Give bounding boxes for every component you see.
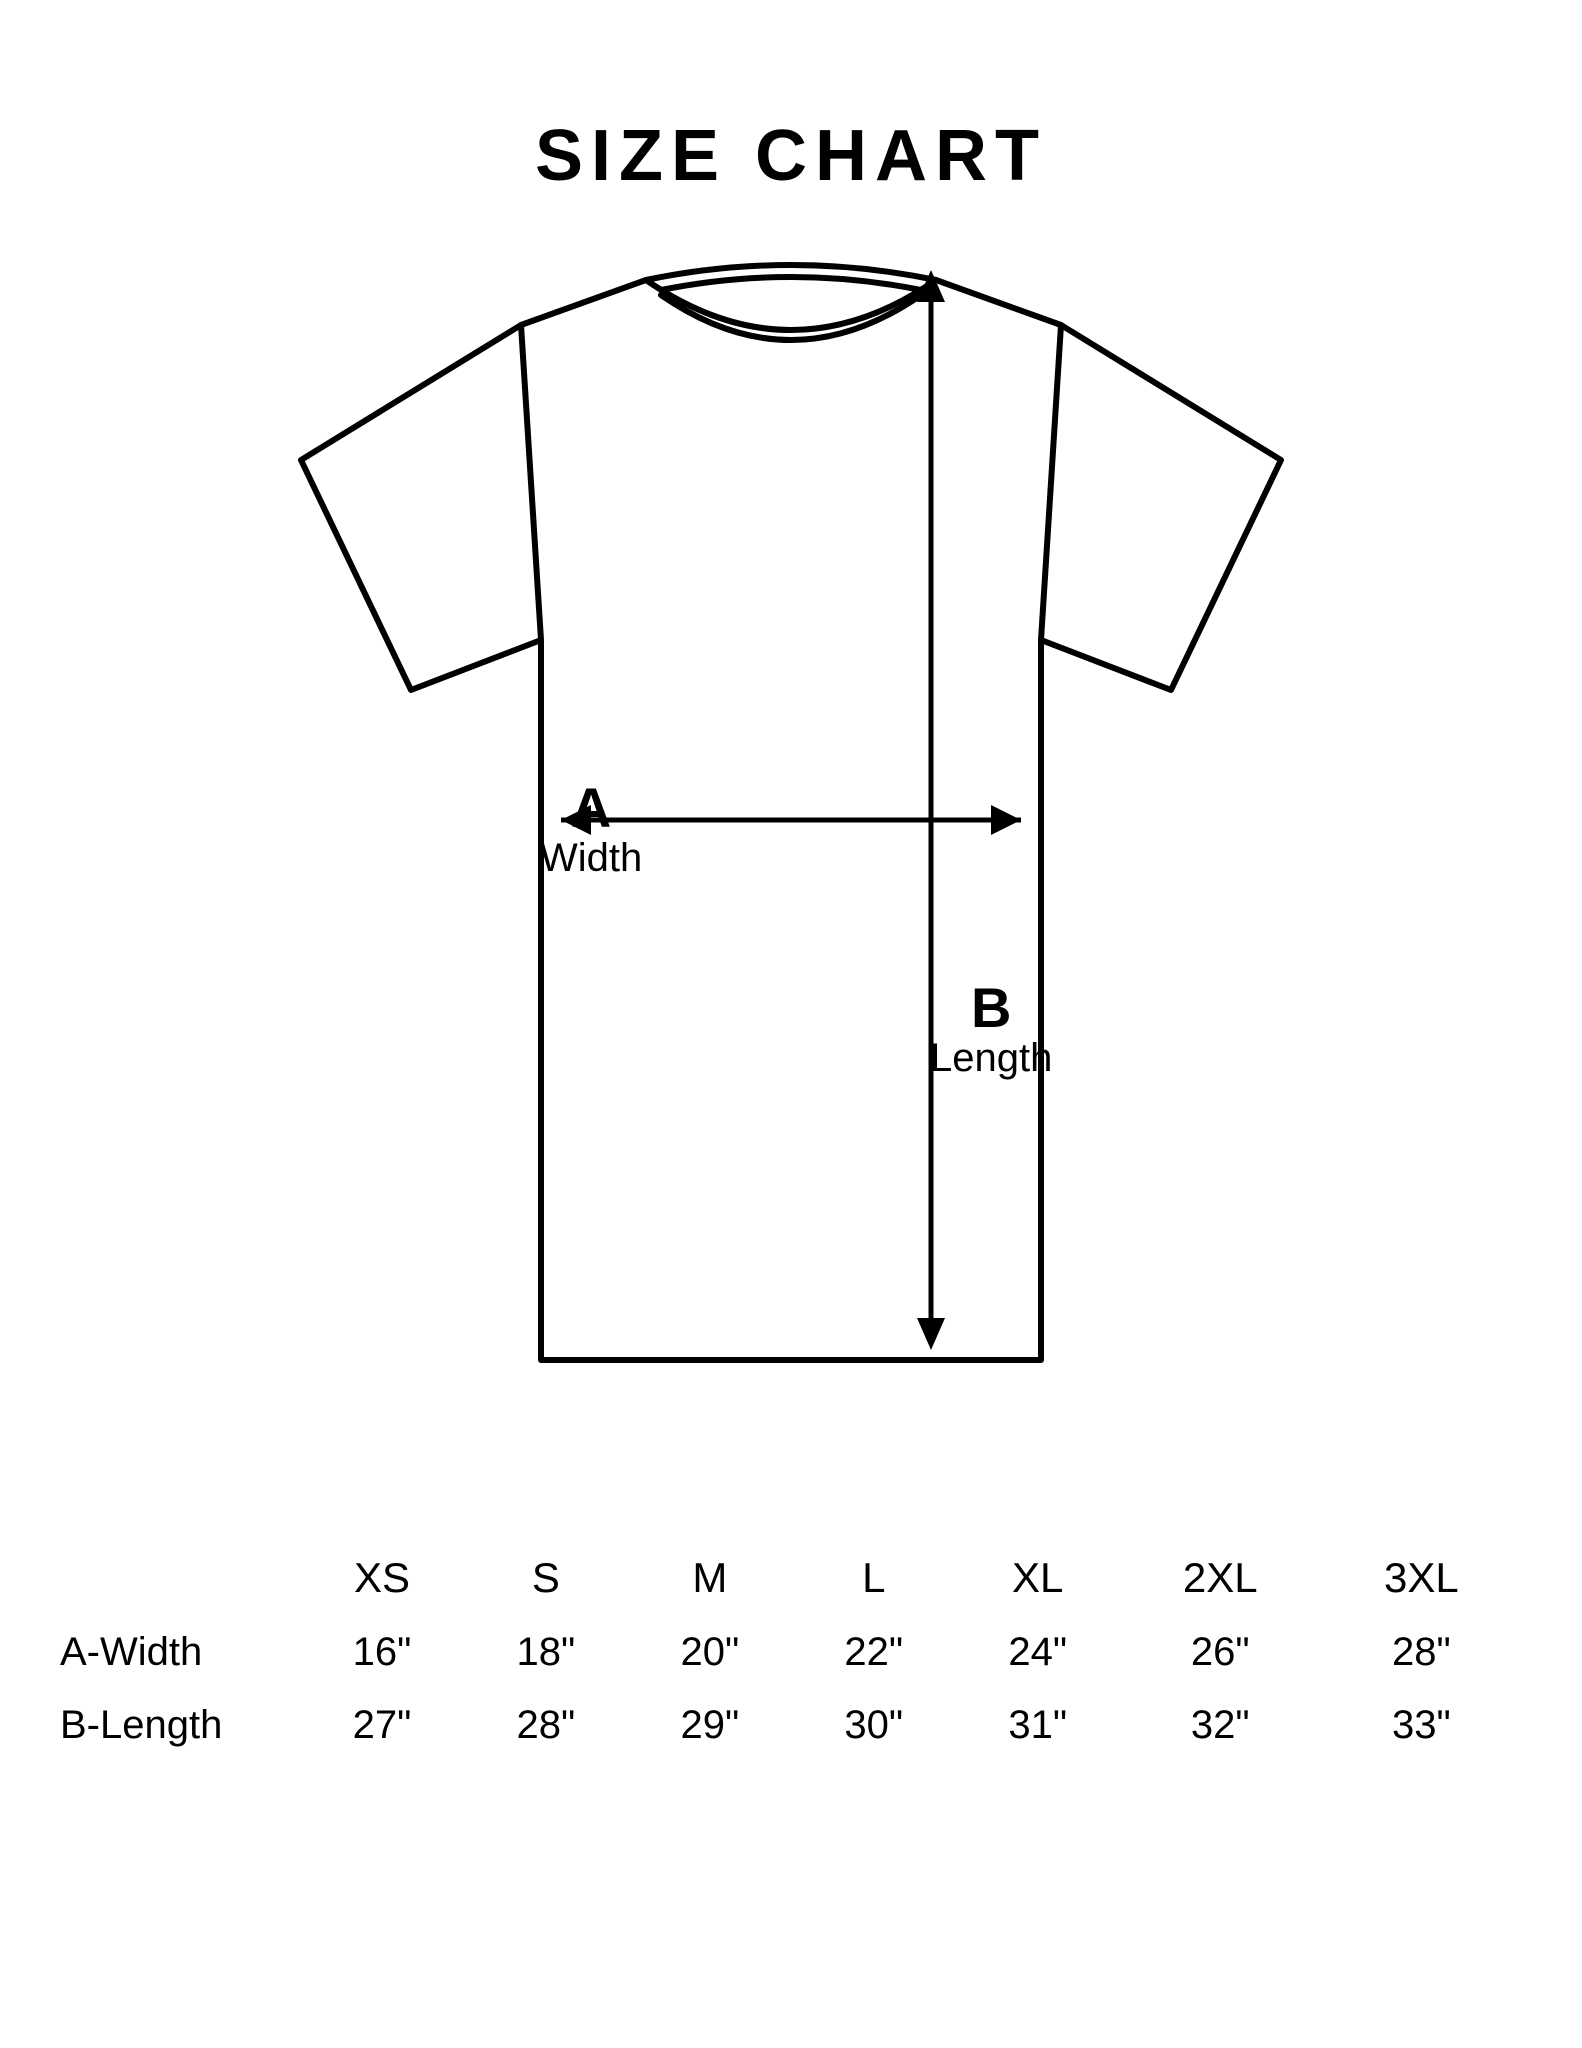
table-header-row: XS S M L XL 2XL 3XL: [60, 1540, 1522, 1616]
table-cell: 22": [792, 1616, 956, 1689]
table-row: A-Width 16" 18" 20" 22" 24" 26" 28": [60, 1616, 1522, 1689]
dimension-label-a: A Width: [540, 780, 642, 880]
dim-b-letter: B: [930, 980, 1052, 1036]
dim-a-letter: A: [540, 780, 642, 836]
page-title: SIZE CHART: [0, 115, 1582, 197]
table-header-cell: XL: [956, 1540, 1120, 1616]
dim-a-word: Width: [540, 836, 642, 880]
table-cell: 18": [464, 1616, 628, 1689]
length-arrow: [917, 270, 945, 1350]
dim-b-word: Length: [930, 1036, 1052, 1080]
table-header-cell: M: [628, 1540, 792, 1616]
table-header-cell: XS: [300, 1540, 464, 1616]
table-cell: 32": [1120, 1689, 1321, 1762]
table-cell: 33": [1321, 1689, 1522, 1762]
table-cell: 16": [300, 1616, 464, 1689]
tshirt-svg: [241, 240, 1341, 1440]
table-header-cell: L: [792, 1540, 956, 1616]
table-cell: 31": [956, 1689, 1120, 1762]
table-cell: 29": [628, 1689, 792, 1762]
table-row-label: A-Width: [60, 1616, 300, 1689]
size-table: XS S M L XL 2XL 3XL A-Width 16" 18" 20" …: [60, 1540, 1522, 1762]
table-cell: 28": [1321, 1616, 1522, 1689]
table-cell: 28": [464, 1689, 628, 1762]
tshirt-outline: [301, 265, 1281, 1360]
table-cell: 20": [628, 1616, 792, 1689]
dimension-label-b: B Length: [930, 980, 1052, 1080]
table-cell: 24": [956, 1616, 1120, 1689]
table-cell: 27": [300, 1689, 464, 1762]
table-cell: 30": [792, 1689, 956, 1762]
tshirt-diagram: [241, 240, 1341, 1440]
table-row-label: B-Length: [60, 1689, 300, 1762]
table-row: B-Length 27" 28" 29" 30" 31" 32" 33": [60, 1689, 1522, 1762]
table-header-cell: 3XL: [1321, 1540, 1522, 1616]
table-header-cell: 2XL: [1120, 1540, 1321, 1616]
table-header-cell: S: [464, 1540, 628, 1616]
table-header-empty: [60, 1540, 300, 1616]
table-cell: 26": [1120, 1616, 1321, 1689]
